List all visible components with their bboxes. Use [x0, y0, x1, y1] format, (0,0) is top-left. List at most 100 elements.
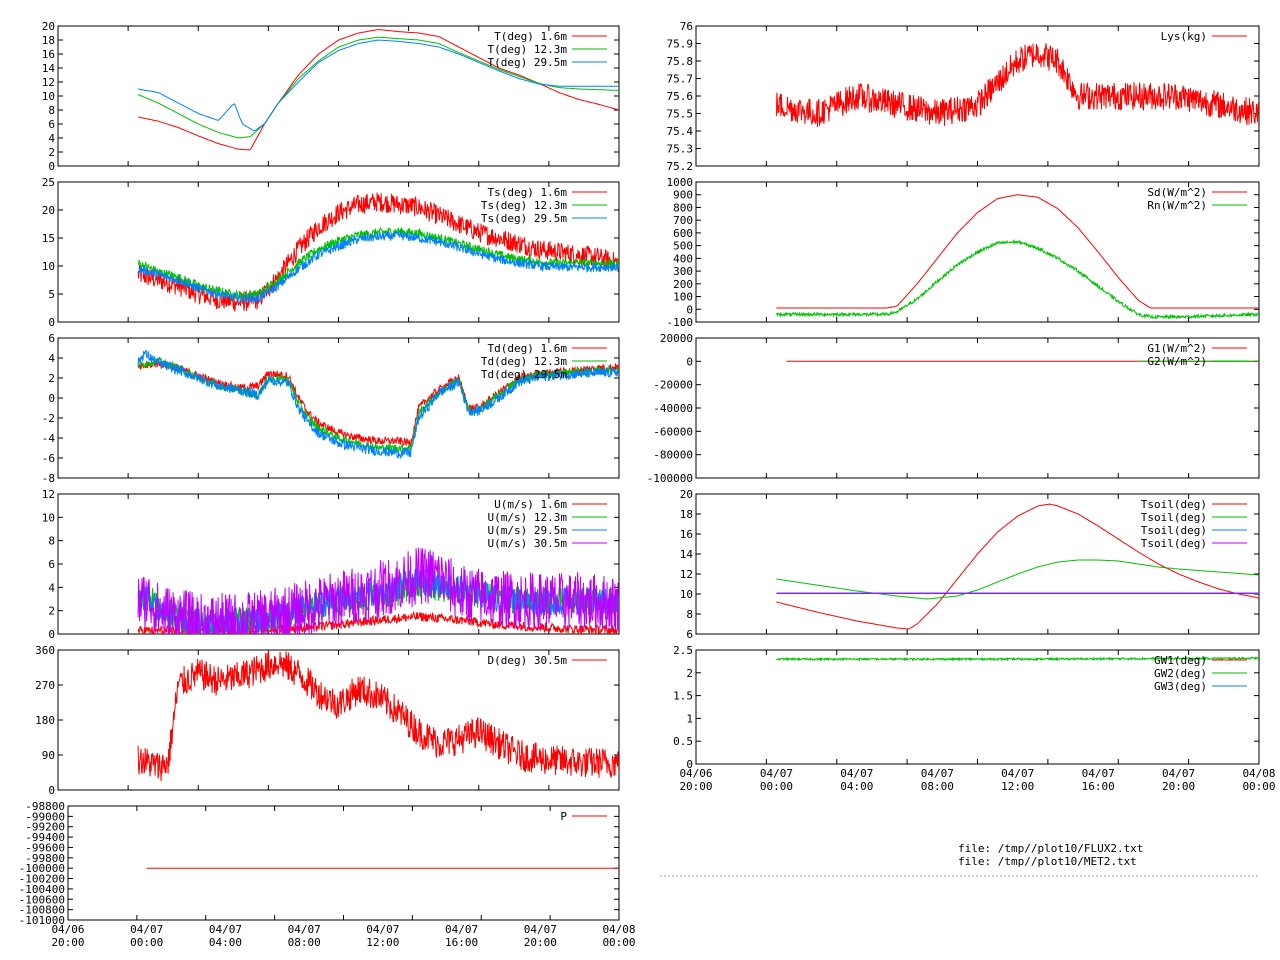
- x-tick-label: 04/07: [288, 923, 321, 936]
- y-tick-label: 360: [35, 644, 55, 657]
- x-tick-label: 00:00: [760, 780, 793, 793]
- series-line-tsonic-2: [137, 230, 619, 305]
- y-tick-label: 0: [686, 303, 693, 316]
- legend-label: T(deg) 1.6m: [494, 30, 567, 43]
- legend-label: Tsoil(deg): [1141, 498, 1207, 511]
- series-line-radiation-1: [775, 239, 1259, 320]
- legend-label: Tsoil(deg): [1141, 511, 1207, 524]
- y-tick-label: 8: [48, 104, 55, 117]
- y-tick-label: 12: [42, 76, 55, 89]
- legend-label: Tsoil(deg): [1141, 524, 1207, 537]
- y-tick-label: 0: [48, 160, 55, 173]
- y-tick-label: -8: [42, 472, 55, 485]
- y-tick-label: 18: [42, 34, 55, 47]
- panel-lysimeter: 75.2 75.3 75.4 75.5 75.6 75.7 75.8 75.9 76 Lys(kg…: [667, 20, 1260, 173]
- x-tick-label: 04/07: [1162, 767, 1195, 780]
- y-tick-label: -40000: [653, 402, 693, 415]
- y-tick-label: 20: [42, 20, 55, 33]
- legend-label: T(deg) 29.5m: [488, 56, 568, 69]
- y-tick-label: -99200: [25, 821, 65, 834]
- y-tick-label: 1000: [667, 176, 694, 189]
- panel-wind: 0 2 4 6 8 10 12 U(m/s) 1.6mU(m/s) 12.3mU(m/s) 2…: [42, 488, 620, 641]
- y-tick-label: 2: [686, 667, 693, 680]
- legend-label: Rn(W/m^2): [1147, 199, 1207, 212]
- x-tick-label: 04:00: [209, 936, 242, 949]
- series-line-tsonic-1: [137, 226, 619, 300]
- y-tick-label: 18: [680, 508, 693, 521]
- x-tick-label: 16:00: [1082, 780, 1115, 793]
- series-line-lysimeter-0: [775, 43, 1259, 128]
- y-tick-label: 4: [48, 352, 55, 365]
- x-tick-label: 00:00: [1242, 780, 1275, 793]
- y-tick-label: 270: [35, 679, 55, 692]
- x-tick-label: 08:00: [921, 780, 954, 793]
- y-tick-label: 700: [673, 214, 693, 227]
- x-tick-label: 04:00: [840, 780, 873, 793]
- legend-label: D(deg) 30.5m: [488, 654, 568, 667]
- y-tick-label: -100000: [19, 862, 65, 875]
- panel-soilwater: 00.511.522.504/0620:0004/0700:0004/0704:…: [673, 644, 1275, 793]
- file-label-flux: file: /tmp//plot10/FLUX2.txt: [958, 842, 1143, 855]
- y-tick-label: 6: [48, 118, 55, 131]
- legend-label: GW3(deg): [1154, 680, 1207, 693]
- y-tick-label: 6: [686, 628, 693, 641]
- y-tick-label: 600: [673, 227, 693, 240]
- y-tick-label: 0: [686, 758, 693, 771]
- y-tick-label: -100200: [19, 873, 65, 886]
- y-tick-label: 75.2: [667, 160, 694, 173]
- y-tick-label: 4: [48, 132, 55, 145]
- series-line-soiltemp-1: [776, 559, 1259, 600]
- y-tick-label: -100600: [19, 893, 65, 906]
- series-line-wind-3: [137, 547, 619, 634]
- y-tick-label: -20000: [653, 379, 693, 392]
- y-tick-label: -100800: [19, 904, 65, 917]
- legend-label: Ts(deg) 29.5m: [481, 212, 567, 225]
- x-tick-label: 04/07: [760, 767, 793, 780]
- legend-label: GW1(deg): [1154, 654, 1207, 667]
- x-tick-label: 04/07: [840, 767, 873, 780]
- y-tick-label: 5: [48, 288, 55, 301]
- panel-soilflux: -100000 -80000 -60000 -40000 -20000 0 20000 G1(…: [647, 332, 1260, 485]
- y-tick-label: 76: [680, 20, 693, 33]
- y-tick-label: 14: [680, 548, 694, 561]
- y-tick-label: 2: [48, 372, 55, 385]
- plot-frame: [67, 805, 620, 921]
- x-tick-label: 04/08: [602, 923, 635, 936]
- legend-label: Sd(W/m^2): [1147, 186, 1207, 199]
- y-tick-label: 2: [48, 605, 55, 618]
- y-tick-label: 10: [42, 260, 55, 273]
- series-line-direction-0: [137, 650, 619, 782]
- x-tick-label: 04/07: [130, 923, 163, 936]
- y-tick-label: 15: [42, 232, 55, 245]
- x-tick-label: 04/07: [1001, 767, 1034, 780]
- x-tick-label: 20:00: [1162, 780, 1195, 793]
- y-tick-label: 180: [35, 714, 55, 727]
- file-label-met: file: /tmp//plot10/MET2.txt: [958, 855, 1137, 868]
- series-line-temp-1: [137, 36, 619, 139]
- legend-label: U(m/s) 30.5m: [488, 537, 568, 550]
- x-tick-label: 04/06: [679, 767, 712, 780]
- legend-label: G1(W/m^2): [1147, 342, 1207, 355]
- y-tick-label: 1.5: [673, 690, 693, 703]
- y-tick-label: 100: [673, 291, 693, 304]
- x-tick-label: 20:00: [679, 780, 712, 793]
- y-tick-label: 75.8: [667, 55, 694, 68]
- x-tick-label: 04/07: [524, 923, 557, 936]
- y-tick-label: -99000: [25, 810, 65, 823]
- y-tick-label: 75.6: [667, 90, 694, 103]
- x-tick-label: 20:00: [51, 936, 84, 949]
- series-line-radiation-0: [776, 194, 1259, 309]
- panel-soiltemp: 68101214161820Tsoil(deg)Tsoil(deg)Tsoil(…: [680, 488, 1260, 641]
- legend-label: P: [560, 810, 567, 823]
- y-tick-label: 20: [42, 204, 55, 217]
- x-tick-label: 04/07: [445, 923, 478, 936]
- y-tick-label: -99400: [25, 831, 65, 844]
- y-tick-label: -6: [42, 452, 55, 465]
- x-tick-label: 04/07: [921, 767, 954, 780]
- legend-label: U(m/s) 12.3m: [488, 511, 568, 524]
- legend-label: Lys(kg): [1161, 30, 1207, 43]
- y-tick-label: 25: [42, 176, 55, 189]
